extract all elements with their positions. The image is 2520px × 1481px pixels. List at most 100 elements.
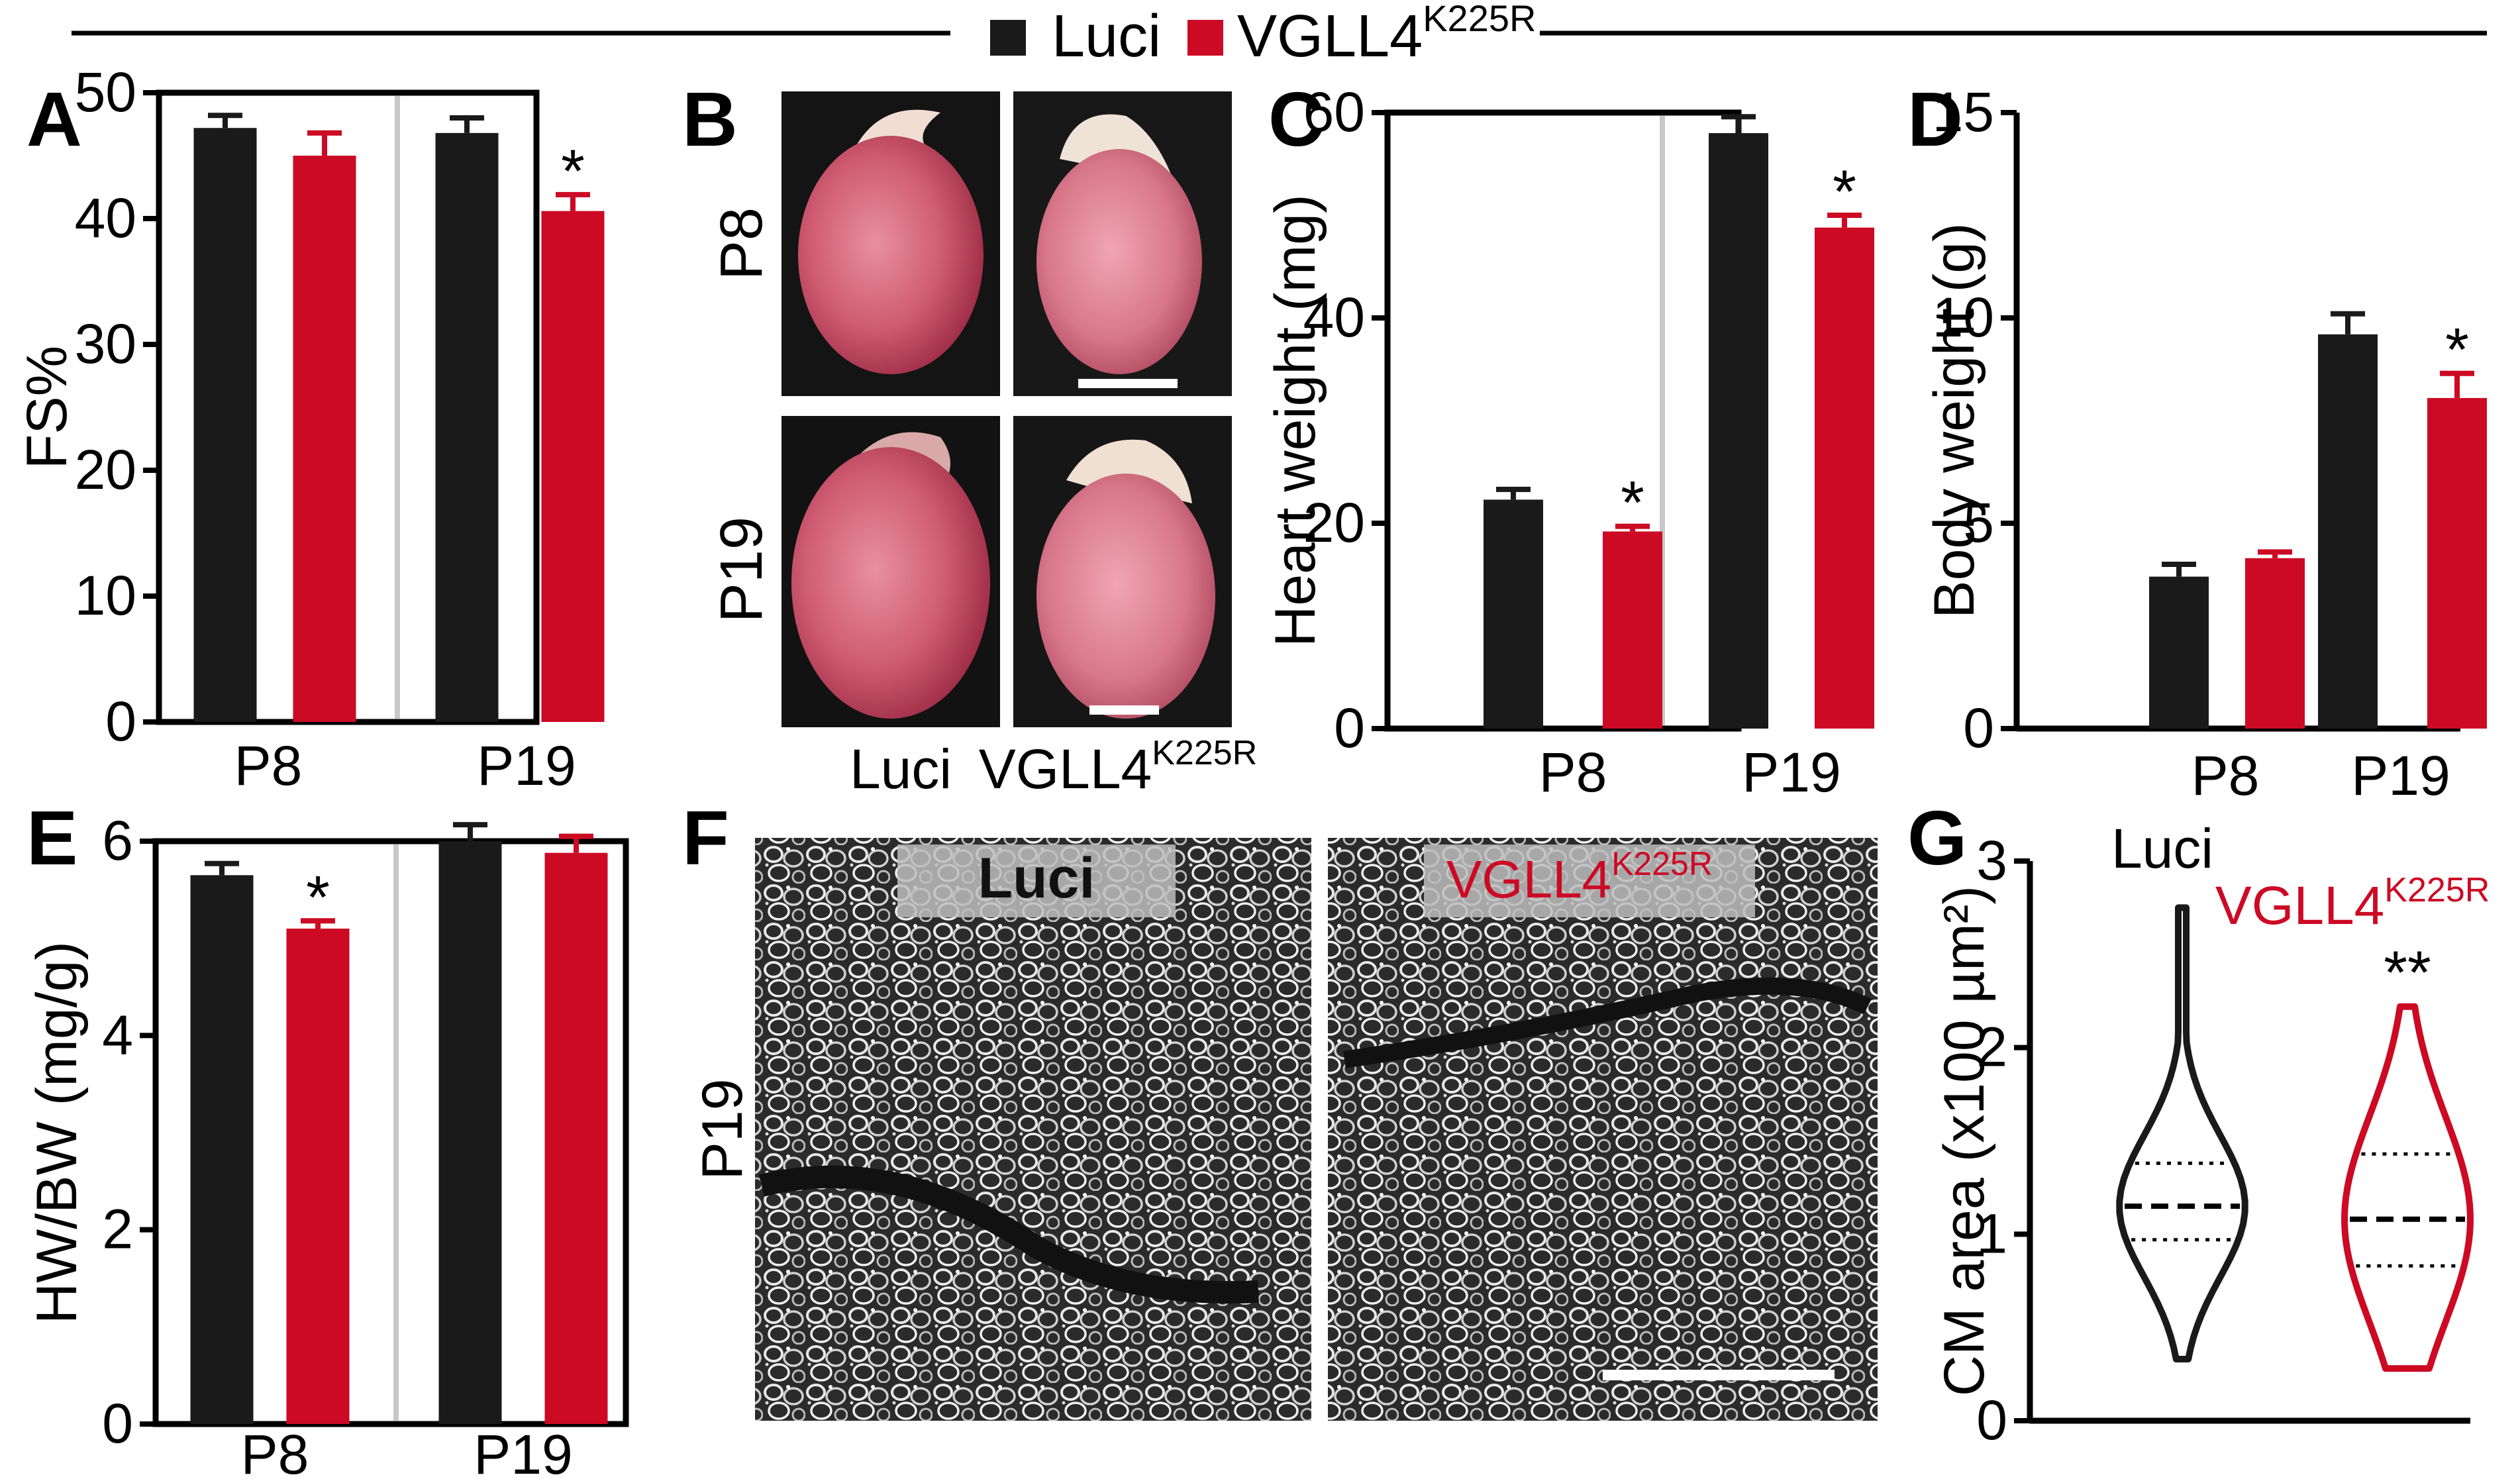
scale-bar-p8 [1078, 379, 1178, 388]
x-tick-label: P8 [241, 1423, 309, 1481]
chart-heart-weight: 0 20 40 60 Heart weight (mg) P8 P19 * * [1264, 81, 1874, 803]
y-tick-label: 0 [1976, 1389, 2007, 1451]
x-tick-label: P19 [1742, 741, 1840, 803]
y-tick-label: 30 [75, 313, 136, 375]
bar [438, 841, 502, 1424]
y-tick-label: 10 [75, 564, 136, 627]
bar [1815, 227, 1874, 729]
section-row-label-p19: P19 [691, 1078, 754, 1180]
y-tick-label: 40 [75, 187, 136, 249]
legend: Luci VGLL4K225R [72, 0, 2487, 70]
photo-col-label-luci: Luci [850, 738, 952, 800]
panel-letter-f: F [682, 795, 729, 881]
y-axis-label: CM area (x100 µm²) [1933, 886, 1996, 1396]
vessel-mutant [1343, 977, 1872, 1068]
panel-letter-e: E [26, 795, 77, 881]
panel-letter-c: C [1268, 76, 1324, 162]
violin-outline [2116, 904, 2248, 1363]
chart-fs-percent: 0 10 20 30 40 50 FS% P8 P19 * [15, 61, 605, 797]
y-tick-label: 0 [105, 690, 136, 752]
y-tick-label: 40 [1303, 286, 1365, 348]
significance-marker: * [1621, 470, 1644, 537]
plot-frame [152, 838, 629, 1427]
x-tick-label: P19 [2351, 744, 2450, 807]
y-tick-label: 5 [1963, 491, 1994, 554]
bar [2149, 576, 2209, 729]
photo-row-label-p8: P8 [709, 207, 775, 280]
legend-label-luci: Luci [1052, 3, 1161, 70]
y-tick-label: 2 [1976, 1016, 2007, 1078]
chart-body-weight: 0 5 10 15 Body weight (g) P8 P19 * [1923, 81, 2487, 807]
section-mutant [1328, 838, 1878, 1421]
label-box-mutant [1424, 844, 1755, 917]
panel-letter-a: A [26, 76, 82, 162]
section-label-mutant: VGLL4K225R [1446, 845, 1713, 909]
significance-marker: * [306, 864, 330, 931]
heart-p8-luci [798, 109, 983, 374]
significance-marker: * [561, 138, 585, 205]
y-tick-label: 0 [1334, 697, 1365, 759]
bar [541, 211, 605, 723]
bar [193, 128, 257, 722]
panel-f-tissue-sections: Luci VGLL4K225R P19 [691, 838, 1878, 1421]
bar [286, 929, 350, 1424]
y-tick-label: 1 [1976, 1202, 2007, 1264]
x-tick-label: P8 [2192, 744, 2260, 807]
legend-label-mutant: VGLL4K225R [1237, 0, 1536, 70]
y-tick-label: 20 [1303, 491, 1365, 554]
bar [2427, 397, 2487, 729]
violin-outline [2341, 1003, 2474, 1372]
label-box-luci [897, 844, 1176, 917]
x-tick-label: P8 [234, 735, 303, 797]
significance-marker: ** [2384, 939, 2431, 1007]
x-tick-label: P8 [1539, 741, 1607, 803]
x-tick-label: P19 [474, 1423, 572, 1481]
y-tick-label: 0 [1963, 697, 1994, 759]
bar [435, 132, 499, 723]
y-tick-label: 6 [102, 809, 133, 872]
bar [2318, 334, 2378, 729]
heart-p8-mutant [1036, 114, 1202, 374]
significance-marker: * [1833, 158, 1856, 226]
y-tick-label: 0 [102, 1392, 133, 1455]
photo-row-label-p19: P19 [709, 517, 775, 623]
heart-p19-mutant [1036, 439, 1215, 719]
bar [1484, 499, 1543, 729]
y-axis-label: FS% [15, 346, 79, 469]
panel-letter-d: D [1907, 76, 1963, 162]
legend-swatch-luci [990, 20, 1026, 56]
scale-bar-p19 [1089, 705, 1159, 715]
section-luci [755, 838, 1311, 1421]
panel-letter-b: B [682, 76, 738, 162]
y-tick-label: 3 [1976, 829, 2007, 892]
photo-col-label-mutant: VGLL4K225R [979, 734, 1258, 800]
significance-marker: * [2445, 317, 2469, 384]
y-axis-label: Heart weight (mg) [1264, 194, 1327, 646]
y-tick-label: 60 [1303, 81, 1365, 143]
y-tick-label: 2 [102, 1198, 133, 1260]
y-tick-label: 10 [1933, 286, 1994, 348]
bar [1709, 133, 1768, 729]
panel-letter-g: G [1907, 795, 1967, 881]
violin-label-luci: Luci [2111, 817, 2213, 880]
chart-hw-bw-ratio: 0 2 4 6 HW/BW (mg/g) P8 P19 * [25, 809, 629, 1481]
bar [2245, 558, 2305, 729]
vessel-luci [758, 1165, 1259, 1304]
bar [1603, 531, 1662, 729]
legend-swatch-mutant [1187, 20, 1223, 56]
y-tick-label: 4 [102, 1003, 133, 1066]
y-tick-label: 15 [1933, 81, 1994, 143]
panel-b-heart-photos: P8 P19 Luci VGLL4K225R [709, 91, 1257, 800]
plot-frame [1384, 109, 1742, 732]
section-label-luci: Luci [978, 846, 1095, 910]
y-axis-label: Body weight (g) [1923, 223, 1986, 619]
heart-p19-luci [791, 432, 990, 719]
bar [544, 852, 608, 1424]
violin-label-mutant: VGLL4K225R [2215, 871, 2490, 936]
y-axis-label: HW/BW (mg/g) [25, 941, 89, 1324]
x-tick-label: P19 [477, 735, 576, 797]
y-tick-label: 20 [75, 438, 136, 501]
scale-bar-section [1603, 1370, 1835, 1380]
